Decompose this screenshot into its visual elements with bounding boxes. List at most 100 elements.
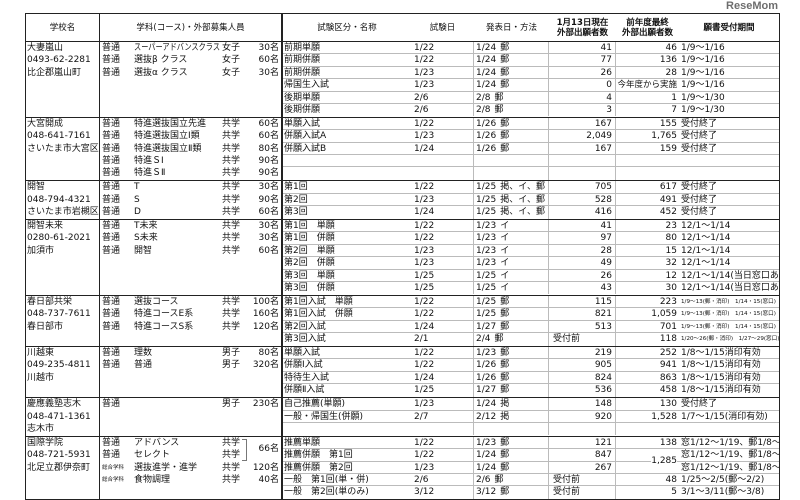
exam-name: 第1回 単願 bbox=[284, 221, 335, 232]
announce: 1/25 掲、イ、郵 bbox=[474, 193, 549, 206]
exam-date: 1/24 bbox=[411, 142, 474, 155]
exam-date: 1/23 bbox=[411, 66, 474, 79]
exam-list: 自己推薦(単願) 1/23 1/24 掲 148 130 受付終了 一般・帰国生(併願) 2/7… bbox=[283, 398, 779, 436]
applicant-count: 920 bbox=[549, 410, 616, 422]
applicant-count: 416 bbox=[549, 206, 616, 219]
exam-date: 1/23 bbox=[411, 398, 474, 410]
announce-method: 掲、イ、郵 bbox=[500, 194, 546, 205]
course-sex: 共学 bbox=[222, 143, 241, 154]
school-info: 開智未来 0280-61-2021 加須市 bbox=[26, 220, 100, 295]
previous-count: 1,059 bbox=[651, 309, 677, 320]
previous-count: 452 bbox=[659, 207, 677, 218]
application-period: 1/9～13(郵・消印) 1/14・15(窓口) bbox=[681, 311, 776, 318]
previous-count: 159 bbox=[659, 143, 677, 154]
exam-row bbox=[283, 155, 779, 168]
previous-count: 5 bbox=[671, 487, 677, 498]
school-group: 春日部共栄 048-737-7611 春日部市 普通 選抜コース 共学 100名 普通 特進コー… bbox=[26, 295, 779, 348]
announce-method: イ bbox=[500, 245, 510, 256]
school-name: 大妻嵐山 bbox=[27, 43, 64, 53]
course-sex: 男子 bbox=[222, 399, 241, 410]
announce-method: イ bbox=[500, 233, 510, 244]
course-row: 普通 男子 230名 bbox=[100, 398, 281, 410]
exam-date: 1/22 bbox=[411, 347, 474, 359]
application-period: 窓1/12～1/19、郵1/8～1/18 bbox=[681, 437, 779, 448]
exam-list: 第1回入試 単願 1/22 1/25 郵 115 223 1/9～13(郵・消印) 1/14… bbox=[283, 295, 779, 346]
course-capacity: 60名 bbox=[258, 55, 279, 66]
announce bbox=[474, 155, 549, 167]
application-period: 受付終了 bbox=[681, 194, 718, 205]
course-name: 選抜コース bbox=[134, 296, 179, 307]
applicant-count: 77 bbox=[549, 54, 616, 66]
exam-row: 第2回 1/23 1/25 掲、イ、郵 528 491 受付終了 bbox=[283, 193, 779, 207]
exam-name: 単願入試 bbox=[284, 118, 321, 129]
application-period: 1/9～1/30 bbox=[681, 92, 725, 103]
application-period: 1/9～1/16 bbox=[681, 55, 725, 66]
previous-count: 617 bbox=[659, 182, 677, 193]
school-name: 春日部共栄 bbox=[27, 296, 73, 307]
table-body: 大妻嵐山 0493-62-2281 比企郡嵐山町 普通 スーパーアドバンスクラス 女子 30… bbox=[26, 42, 779, 499]
applicant-count: 267 bbox=[549, 461, 616, 474]
course-type: 普通 bbox=[102, 43, 121, 53]
school-group: 慶應義塾志木 048-471-1361 志木市 普通 男子 230名 自己推薦(単願) 1/2… bbox=[26, 398, 779, 437]
announce-date: 1/25 bbox=[476, 194, 497, 205]
course-type: 普通 bbox=[102, 309, 121, 320]
course-capacity: 80名 bbox=[258, 143, 279, 154]
announce: 1/26 郵 bbox=[474, 371, 549, 384]
announce-method: 郵 bbox=[494, 104, 504, 115]
exam-date: 3/12 bbox=[411, 486, 474, 499]
course-row: 普通 S 共学 90名 bbox=[100, 194, 281, 206]
application-period bbox=[679, 155, 779, 166]
exam-row: 一般 第1回(単・併) 2/6 2/6 郵受付前 48 1/25～2/5(郵～2/2) bbox=[283, 474, 779, 487]
school-city: 春日部市 bbox=[27, 321, 64, 332]
course-name: セレクト bbox=[134, 450, 171, 461]
course-sex: 共学 bbox=[222, 437, 241, 448]
announce-method: 郵 bbox=[494, 92, 504, 103]
school-name: 大宮開成 bbox=[27, 118, 64, 129]
course-row: 普通 特進コースE系 共学 160名 bbox=[100, 308, 281, 320]
exam-list: 前期単願 1/22 1/24 郵 41 46 1/9～1/16 前期併願 1/22 1/24 郵 77… bbox=[283, 42, 779, 117]
course-name: 理数 bbox=[134, 348, 153, 359]
course-sex: 女子 bbox=[222, 55, 241, 66]
school-group: 開智 048-794-4321 さいたま市岩槻区 普通 T 共学 30名 普通 S 共学 90名 普通… bbox=[26, 181, 779, 221]
school-info: 大宮開成 048-641-7161 さいたま市大宮区 bbox=[26, 117, 100, 181]
application-period: 1/9～1/16 bbox=[681, 80, 725, 91]
applicant-count bbox=[549, 167, 616, 180]
course-name: 選抜α クラス bbox=[134, 67, 188, 78]
exam-date: 1/23 bbox=[411, 130, 474, 142]
previous-count: 491 bbox=[659, 194, 677, 205]
course-type: 普通 bbox=[102, 245, 121, 256]
course-type: 普通 bbox=[102, 348, 121, 359]
exam-row: 前期併願 1/23 1/24 郵 26 28 1/9～1/16 bbox=[283, 66, 779, 80]
previous-count bbox=[616, 167, 679, 179]
header-school: 学校名 bbox=[26, 14, 100, 41]
announce: 1/24 郵 bbox=[474, 54, 549, 66]
application-period: 受付終了 bbox=[681, 182, 718, 193]
course-capacity: 230名 bbox=[252, 399, 279, 410]
school-name: 開智未来 bbox=[27, 221, 64, 232]
announce-method: 郵 bbox=[500, 67, 510, 78]
announce-method: 郵 bbox=[500, 437, 510, 448]
course-type: 普通 bbox=[102, 156, 121, 167]
applicant-count: 115 bbox=[549, 295, 616, 308]
exam-date: 1/22 bbox=[411, 232, 474, 244]
exam-date: 1/22 bbox=[411, 220, 474, 232]
course-capacity: 90名 bbox=[258, 156, 279, 167]
application-period: 12/1～1/14 bbox=[681, 233, 731, 244]
school-info: 国際学院 048-721-5931 北足立郡伊奈町 bbox=[26, 436, 100, 499]
course-sex: 共学 bbox=[222, 462, 241, 473]
exam-date: 1/22 bbox=[411, 436, 474, 449]
exam-name: 前期単願 bbox=[284, 43, 321, 53]
course-name: 特進コースS系 bbox=[134, 321, 194, 332]
exam-list: 単願入試 1/22 1/26 郵 167 155 受付終了 併願入試A 1/23 1/26 郵 2,0… bbox=[283, 117, 779, 181]
exam-row: 第1回 併願 1/22 1/23 イ 97 80 12/1～1/14 bbox=[283, 232, 779, 245]
exam-name: 第3回 併願 bbox=[284, 283, 335, 294]
previous-count: 30 bbox=[665, 283, 677, 294]
applicant-count: 26 bbox=[549, 66, 616, 79]
exam-date: 1/23 bbox=[411, 193, 474, 206]
course-name: 開智 bbox=[134, 245, 153, 256]
exam-name: 併願Ⅱ入試 bbox=[284, 385, 325, 396]
applicant-count: 167 bbox=[549, 117, 616, 130]
course-name: アドバンス bbox=[134, 437, 180, 448]
announce: 1/24 郵 bbox=[474, 449, 549, 461]
previous-count: 46 bbox=[665, 43, 677, 53]
